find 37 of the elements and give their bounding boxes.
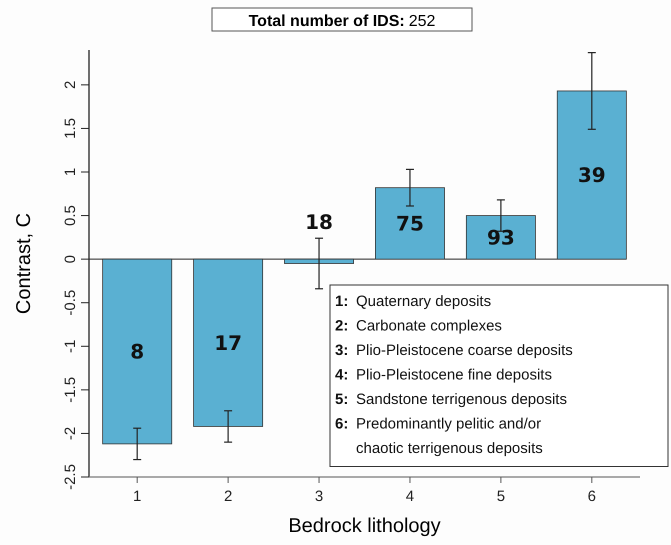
annotation: 4: Plio-Pleistocene fine deposits [335,366,552,384]
bar [375,187,445,260]
y-tick-label: 2 [62,80,79,90]
y-tick-label: 1 [62,168,79,176]
x-tick-label: 1 [133,488,142,505]
y-axis-title: Contrast, C [13,212,35,314]
annotation: 17 [214,330,242,355]
annotation: 39 [578,163,606,188]
annotation: 75 [396,211,424,236]
annotation: 5: Sandstone terrigenous deposits [335,391,567,408]
y-tick-label: -2.5 [62,464,79,490]
annotation: 2: Carbonate complexes [335,318,502,334]
chart-title: Total number of IDS: 252 [248,13,436,30]
y-tick-label: -1.5 [62,376,79,403]
bar [556,90,627,260]
x-tick-label: 5 [496,488,506,505]
y-tick-label: -1 [62,340,79,353]
x-axis-title: Bedrock lithology [288,515,441,537]
annotation: 6: Predominantly pelitic and/or chaotic terrigenous deposits [335,416,543,457]
y-tick-label: 0.5 [62,205,79,226]
annotation: 18 [305,210,333,234]
annotation: 3: Plio-Pleistocene coarse deposits [335,342,573,359]
bar [284,258,354,264]
y-tick-label: -2 [62,426,79,440]
x-tick-label: 4 [406,488,414,505]
x-tick-label: 3 [314,488,324,505]
y-tick-label: -0.5 [62,290,79,316]
x-tick-label: 6 [588,488,596,505]
x-tick-label: 2 [224,488,232,505]
annotation: 93 [486,225,515,250]
annotation: 1: Quaternary deposits [335,293,492,310]
y-tick-label: 1.5 [62,118,79,139]
annotation: 8 [130,340,144,364]
y-tick-label: 0 [62,254,79,264]
bar [102,258,172,444]
bar [193,258,264,427]
bar [466,215,536,260]
